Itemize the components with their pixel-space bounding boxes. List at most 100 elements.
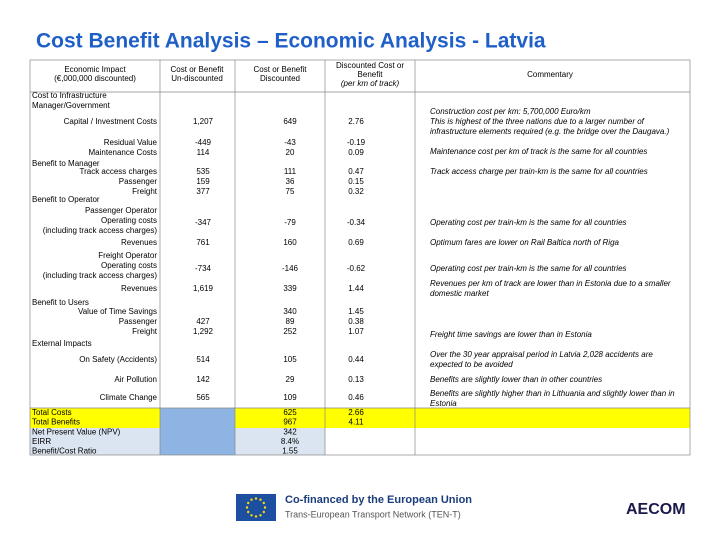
slide-title: Cost Benefit Analysis – Economic Analysi… — [36, 30, 546, 53]
cell-value: 0.15 — [348, 177, 364, 186]
section-label: Benefit to Manager — [32, 159, 100, 168]
cell-value: 565 — [196, 393, 210, 402]
star — [247, 510, 250, 514]
network-text: Trans-European Transport Network (TEN-T) — [285, 509, 461, 519]
cell-value: 159 — [196, 177, 210, 186]
cell-value: 75 — [286, 187, 295, 196]
cell-value: 427 — [196, 317, 210, 326]
commentary: infrastructure elements required (e.g. t… — [430, 127, 670, 136]
cell-value: 0.32 — [348, 187, 364, 196]
cell-value: 114 — [197, 148, 210, 157]
cell-value: 105 — [283, 355, 297, 364]
star — [250, 498, 253, 501]
cell-value: -146 — [282, 264, 299, 273]
column-header: Benefit — [358, 70, 384, 79]
column-header: Discounted — [260, 74, 300, 83]
results-highlight — [30, 428, 160, 455]
cell-value: 2.66 — [348, 408, 364, 417]
cell-value: 1,207 — [193, 117, 214, 126]
commentary: Maintenance cost per km of track is the … — [430, 147, 647, 156]
section-label: Benefit to Users — [32, 298, 89, 307]
row-label: Air Pollution — [114, 375, 157, 384]
cell-value: 377 — [196, 187, 210, 196]
cell-value: 111 — [284, 167, 297, 176]
total-label: Net Present Value (NPV) — [32, 427, 121, 436]
cell-value: 0.09 — [348, 148, 364, 157]
cell-value: 1.44 — [348, 284, 364, 293]
commentary: Operating cost per train-km is the same … — [430, 264, 627, 273]
cell-value: 1.55 — [282, 447, 298, 456]
commentary: Track access charge per train-km is the … — [430, 167, 648, 176]
cell-value: 0.69 — [348, 238, 364, 247]
row-label: On Safety (Accidents) — [79, 355, 157, 364]
commentary: Benefits are slightly higher than in Lit… — [430, 389, 675, 398]
star — [262, 510, 265, 514]
results-highlight — [235, 428, 325, 455]
commentary: Operating cost per train-km is the same … — [430, 218, 627, 227]
star — [254, 497, 258, 500]
cell-value: 20 — [286, 148, 295, 157]
row-label: Passenger — [119, 177, 158, 186]
cell-value: 2.76 — [348, 117, 364, 126]
commentary: expected to be avoided — [430, 360, 513, 369]
section-label: Cost to Infrastructure — [32, 91, 107, 100]
star — [250, 514, 253, 517]
cell-value: 340 — [283, 307, 297, 316]
cell-value: 29 — [286, 375, 295, 384]
cell-value: 535 — [196, 167, 210, 176]
total-label: Total Costs — [32, 408, 72, 417]
cell-value: 8.4% — [281, 437, 299, 446]
cell-value: -0.62 — [347, 264, 366, 273]
cell-value: -347 — [195, 218, 212, 227]
row-label: Passenger Operator — [85, 206, 157, 215]
cell-value: 252 — [283, 327, 297, 336]
star — [259, 514, 262, 517]
cell-value: 0.13 — [348, 375, 364, 384]
row-label: Freight — [132, 327, 158, 336]
column-header: (€,000,000 discounted) — [54, 74, 136, 83]
cell-value: -734 — [195, 264, 212, 273]
cell-value: 1.07 — [348, 327, 364, 336]
cell-value: 1,619 — [193, 284, 214, 293]
cell-value: 761 — [196, 238, 210, 247]
star — [262, 501, 265, 505]
commentary: Optimum fares are lower on Rail Baltica … — [430, 238, 620, 247]
star — [263, 506, 267, 509]
cell-value: 4.11 — [349, 418, 365, 427]
cell-value: 160 — [283, 238, 297, 247]
section-label: External Impacts — [32, 339, 92, 348]
column-header: Discounted Cost or — [336, 61, 404, 70]
commentary: Construction cost per km: 5,700,000 Euro… — [430, 107, 591, 116]
column-header: Commentary — [527, 70, 573, 79]
column-header: Cost or Benefit — [171, 65, 225, 74]
aecom-logo: AECOM — [626, 501, 686, 518]
funding-text: Co-financed by the European Union — [285, 494, 472, 506]
row-label: Residual Value — [104, 138, 158, 147]
star — [259, 498, 262, 501]
row-label: (including track access charges) — [43, 271, 158, 280]
row-label: Revenues — [121, 284, 157, 293]
commentary: This is highest of the three nations due… — [430, 117, 645, 126]
row-label: Track access charges — [79, 167, 157, 176]
commentary: Over the 30 year appraisal period in Lat… — [430, 350, 653, 359]
cell-value: 342 — [283, 427, 297, 436]
cell-value: -0.19 — [347, 138, 366, 147]
star — [245, 506, 249, 509]
section-label: Manager/Government — [32, 101, 111, 110]
cell-value: -79 — [284, 218, 296, 227]
row-label: (including track access charges) — [43, 226, 158, 235]
row-label: Freight Operator — [98, 251, 157, 260]
cell-value: 0.47 — [348, 167, 364, 176]
column-header: Economic Impact — [64, 65, 126, 74]
cell-value: 339 — [283, 284, 297, 293]
row-label: Value of Time Savings — [78, 307, 157, 316]
eu-stars — [245, 497, 267, 518]
cell-value: 0.46 — [348, 393, 364, 402]
cell-value: 89 — [286, 317, 295, 326]
column-header: (per km of track) — [341, 79, 400, 88]
cell-value: 625 — [283, 408, 297, 417]
cell-value: 0.44 — [348, 355, 364, 364]
commentary: Revenues per km of track are lower than … — [430, 279, 671, 288]
star — [254, 515, 258, 518]
